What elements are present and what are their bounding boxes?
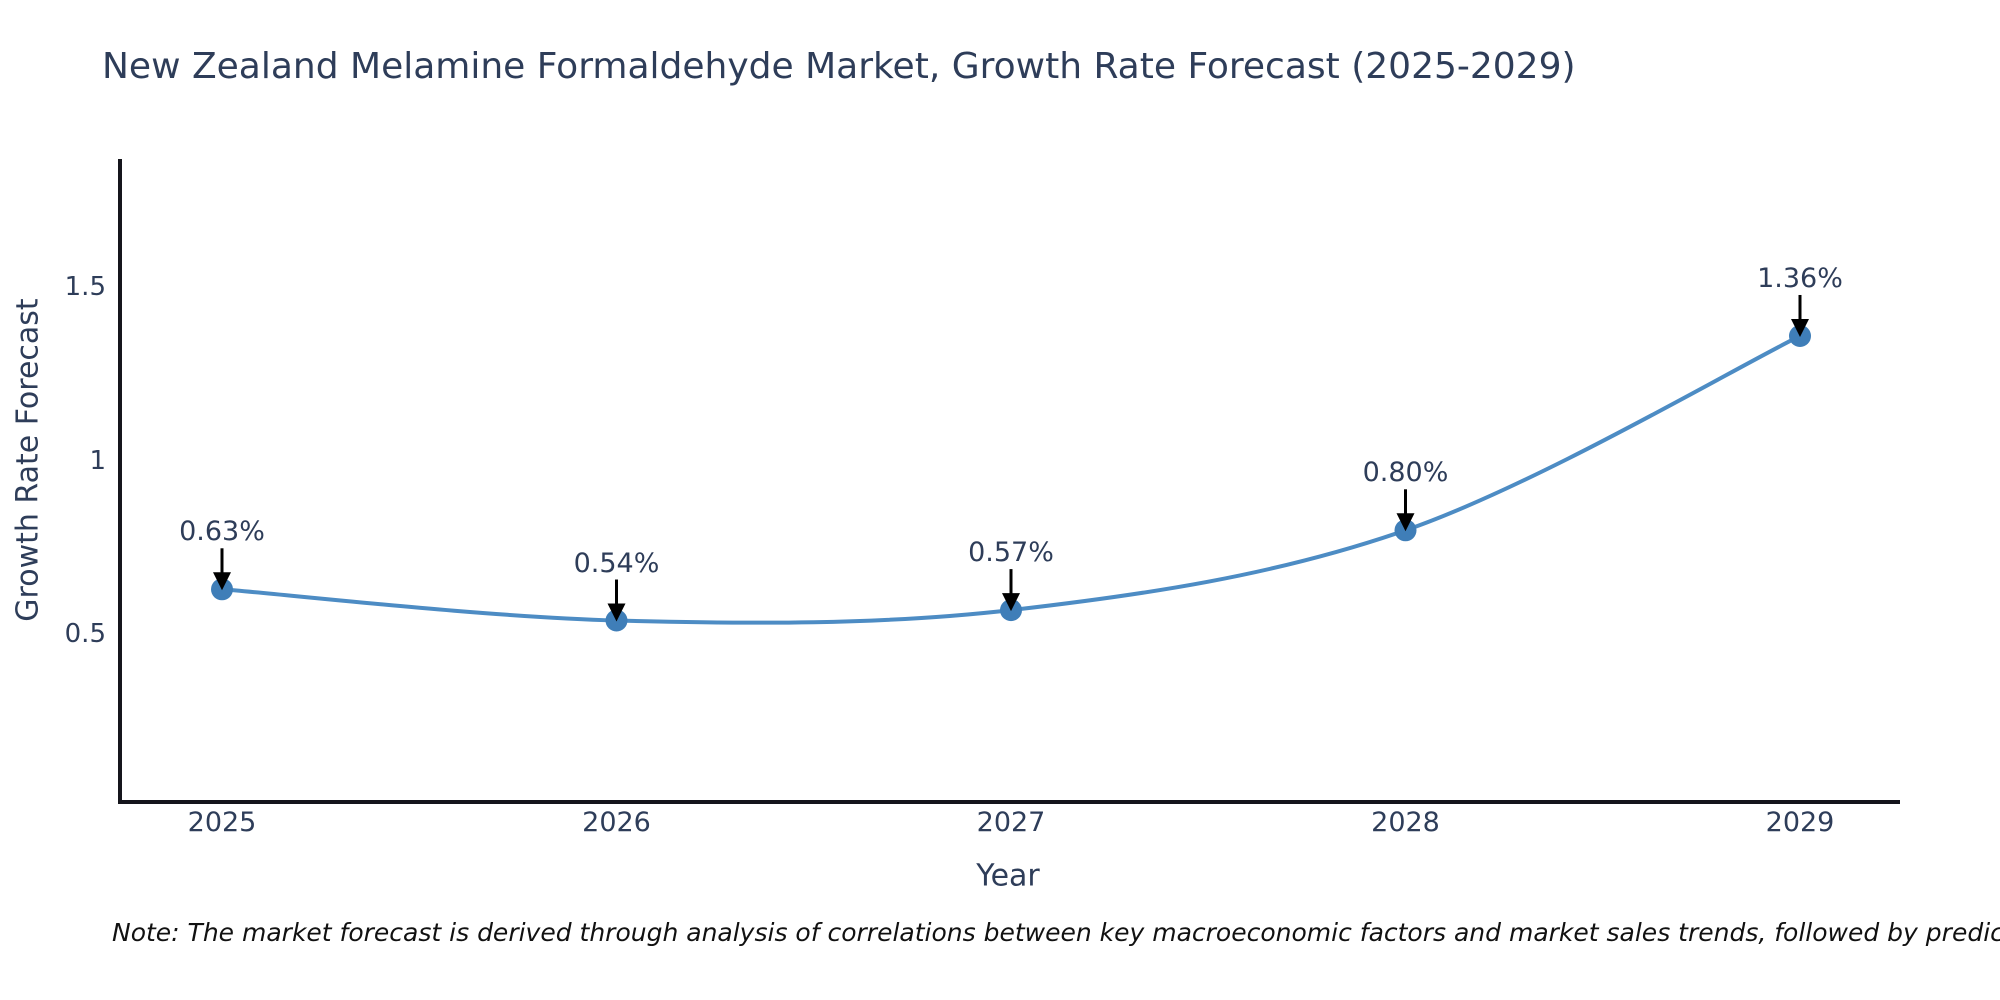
annotation-arrow-head [1396, 513, 1415, 532]
annotation-arrow-head [1002, 593, 1020, 612]
point-value-label: 0.63% [179, 516, 265, 548]
point-value-label: 1.36% [1757, 262, 1843, 294]
x-tick-label: 2028 [1371, 807, 1440, 838]
x-tick-label: 2027 [976, 807, 1046, 838]
point-value-label: 0.80% [1362, 457, 1449, 489]
x-tick-label: 2029 [1765, 807, 1835, 838]
y-tick-label: 1 [89, 445, 106, 476]
annotation-arrow-head [607, 603, 626, 622]
x-axis-label: Year [976, 858, 1040, 894]
x-tick-label: 2025 [187, 807, 257, 838]
point-value-label: 0.54% [573, 547, 660, 579]
x-tick-label: 2026 [582, 807, 651, 838]
point-value-label: 0.57% [968, 537, 1054, 569]
annotation-arrow-head [1791, 318, 1809, 337]
y-tick-label: 0.5 [64, 619, 106, 650]
chart-title: New Zealand Melamine Formaldehyde Market… [102, 46, 1576, 87]
annotation-arrow-head [213, 572, 231, 591]
y-tick-label: 1.5 [64, 272, 106, 303]
footnote: Note: The market forecast is derived thr… [112, 918, 2000, 947]
